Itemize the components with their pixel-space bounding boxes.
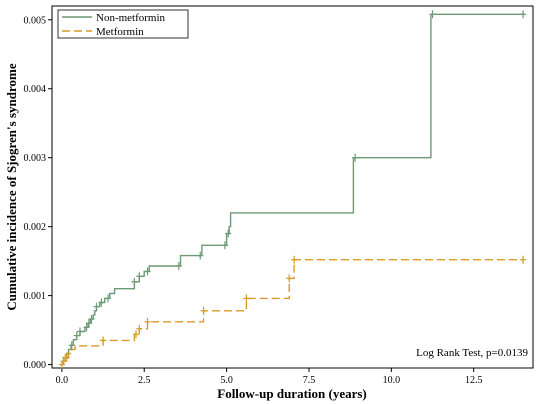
y-tick-label: 0.000 [24, 360, 47, 371]
censor-mark-non-metformin [93, 302, 100, 311]
legend-box [57, 9, 189, 39]
series-line-non-metformin [61, 13, 524, 366]
y-axis-title: Cumulative incidence of Sjogren's syndro… [4, 63, 19, 310]
censor-mark-metformin [200, 306, 207, 315]
censor-mark-metformin [286, 274, 293, 283]
x-tick-label: 12.5 [465, 375, 483, 386]
y-tick-label: 0.005 [24, 15, 47, 26]
y-tick-label: 0.001 [24, 291, 47, 302]
censor-mark-non-metformin [136, 272, 143, 281]
censor-mark-non-metformin [221, 241, 228, 250]
y-tick-label: 0.003 [24, 153, 47, 164]
series-layer [58, 10, 527, 369]
y-tick-label: 0.004 [24, 84, 47, 95]
censor-mark-non-metformin [131, 277, 138, 286]
series-line-metformin [61, 259, 524, 366]
censor-mark-non-metformin [429, 10, 436, 19]
censor-mark-metformin [100, 336, 107, 345]
censor-mark-metformin [520, 255, 527, 264]
censor-mark-non-metformin [98, 298, 105, 307]
censor-mark-non-metformin [144, 267, 151, 276]
censor-mark-non-metformin [225, 229, 232, 238]
x-axis-title: Follow-up duration (years) [217, 386, 367, 401]
log-rank-annotation: Log Rank Test, p=0.0139 [416, 347, 528, 359]
legend-label-non-metformin: Non-metformin [96, 12, 166, 24]
censor-mark-non-metformin [85, 319, 92, 328]
censor-mark-non-metformin [175, 261, 182, 270]
censor-mark-metformin [133, 330, 140, 339]
legend: Non-metformin Metformin [57, 9, 189, 39]
x-tick-label: 10.0 [383, 375, 401, 386]
censor-mark-metformin [144, 317, 151, 326]
censor-mark-non-metformin [68, 341, 75, 350]
censor-mark-metformin [243, 294, 250, 303]
x-tick-label: 2.5 [138, 375, 151, 386]
x-tick-label: 7.5 [303, 375, 316, 386]
plot-frame [51, 5, 534, 369]
censor-mark-metformin [136, 324, 143, 333]
y-axis-ticks: 0.000 0.001 0.002 0.003 0.004 0.005 [24, 15, 52, 371]
censor-mark-metformin [291, 255, 298, 264]
censor-mark-non-metformin [73, 331, 80, 340]
x-axis-ticks: 0.0 2.5 5.0 7.5 10.0 12.5 [56, 368, 483, 386]
x-tick-label: 5.0 [220, 375, 233, 386]
censor-mark-non-metformin [83, 323, 90, 332]
censor-mark-non-metformin [520, 10, 527, 19]
legend-label-metformin: Metformin [96, 26, 144, 38]
censor-mark-metformin [63, 353, 70, 362]
censor-mark-non-metformin [197, 251, 204, 260]
censor-mark-non-metformin [105, 294, 112, 303]
x-tick-label: 0.0 [56, 375, 69, 386]
y-tick-label: 0.002 [24, 222, 47, 233]
censor-mark-non-metformin [88, 315, 95, 324]
censor-mark-non-metformin [77, 327, 84, 336]
censor-mark-non-metformin [352, 153, 359, 162]
